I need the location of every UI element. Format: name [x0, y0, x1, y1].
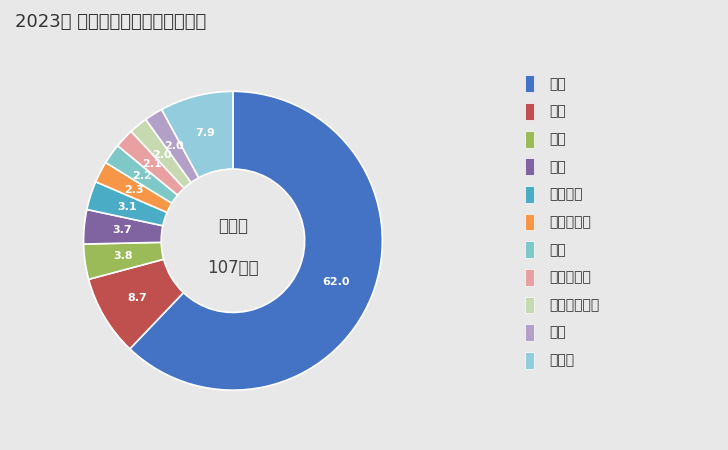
Text: 8.7: 8.7 — [127, 292, 147, 302]
FancyBboxPatch shape — [525, 269, 534, 286]
Text: 2023年 輸出相手国のシェア（％）: 2023年 輸出相手国のシェア（％） — [15, 14, 206, 32]
Wedge shape — [130, 91, 382, 390]
FancyBboxPatch shape — [525, 352, 534, 369]
Text: フィリピン: フィリピン — [550, 270, 592, 284]
Text: マレーシア: マレーシア — [550, 215, 592, 229]
Wedge shape — [87, 182, 167, 226]
Text: 2.2: 2.2 — [132, 171, 152, 181]
Text: 総　額: 総 額 — [218, 217, 248, 235]
Text: 7.9: 7.9 — [196, 128, 215, 138]
FancyBboxPatch shape — [525, 297, 534, 313]
FancyBboxPatch shape — [525, 103, 534, 120]
Text: 韓国: 韓国 — [550, 160, 566, 174]
Text: 3.8: 3.8 — [113, 252, 132, 261]
FancyBboxPatch shape — [525, 131, 534, 148]
FancyBboxPatch shape — [525, 76, 534, 92]
Text: 3.7: 3.7 — [112, 225, 132, 235]
Text: 2.3: 2.3 — [124, 184, 144, 194]
Text: タイ: タイ — [550, 243, 566, 256]
FancyBboxPatch shape — [525, 324, 534, 341]
Text: 2.0: 2.0 — [164, 141, 183, 152]
Text: 米国: 米国 — [550, 77, 566, 91]
Text: シンガポール: シンガポール — [550, 298, 600, 312]
Wedge shape — [118, 131, 184, 195]
Wedge shape — [84, 209, 163, 244]
FancyBboxPatch shape — [525, 214, 534, 230]
Text: ベトナム: ベトナム — [550, 188, 583, 202]
Text: 中国: 中国 — [550, 104, 566, 118]
Wedge shape — [146, 109, 199, 183]
Text: 2.0: 2.0 — [153, 150, 173, 160]
Wedge shape — [95, 162, 172, 212]
FancyBboxPatch shape — [525, 158, 534, 175]
Text: 2.1: 2.1 — [142, 159, 162, 170]
Text: 107億円: 107億円 — [207, 259, 258, 277]
Text: 3.1: 3.1 — [117, 202, 137, 212]
Text: 英国: 英国 — [550, 326, 566, 340]
Wedge shape — [162, 91, 233, 178]
Wedge shape — [106, 146, 178, 203]
FancyBboxPatch shape — [525, 241, 534, 258]
Wedge shape — [89, 259, 183, 349]
Wedge shape — [131, 119, 191, 188]
Text: その他: その他 — [550, 353, 575, 367]
FancyBboxPatch shape — [525, 186, 534, 203]
Wedge shape — [84, 243, 164, 279]
Text: 62.0: 62.0 — [323, 277, 350, 287]
Text: 台湾: 台湾 — [550, 132, 566, 146]
